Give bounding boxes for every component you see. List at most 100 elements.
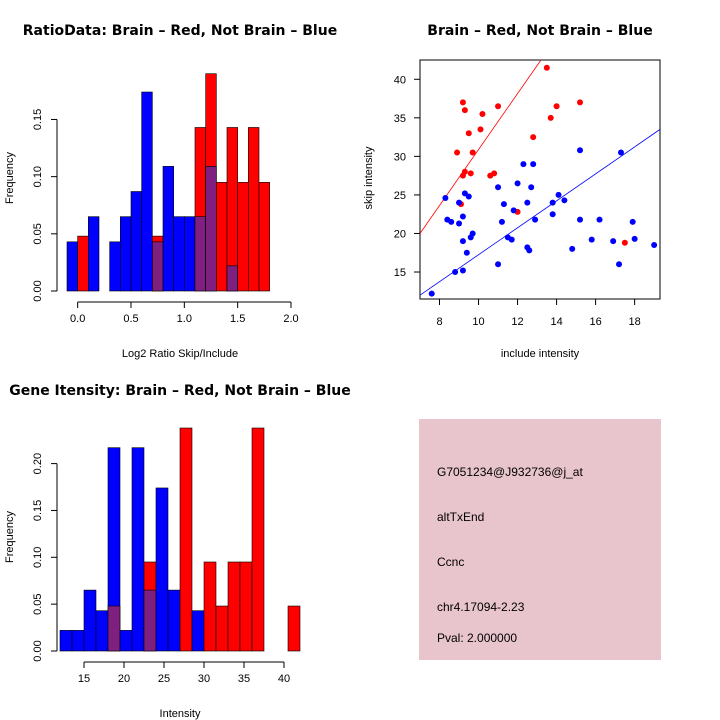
probe-id: G7051234@J932736@j_at [437,465,583,479]
blue-bar-8 [155,487,169,652]
blue-point-29 [508,236,515,243]
blue-point-19 [510,207,517,214]
red-bar-16 [237,182,249,292]
y-tick-label-1: 0.05 [32,593,44,614]
blue-bar-10 [173,216,185,292]
blue-point-40 [617,149,624,156]
gene-intensity-y-axis: 0.00 0.05 0.10 0.15 0.20 [32,453,58,662]
red-point-11 [469,149,476,156]
blue-point-39 [610,238,617,245]
blue-point-24 [524,199,531,206]
blue-point-14 [459,267,466,274]
blue-bar-11 [191,610,205,652]
blue-bar-11 [184,216,196,292]
blue-point-36 [577,147,583,154]
red-point-3 [479,110,486,117]
overlap-bar-13 [205,166,217,292]
blue-point-32 [555,191,562,198]
blue-bar-9 [167,589,181,652]
red-point-8 [477,126,484,133]
scatter-xlabel: include intensity [501,348,580,360]
red-point-16 [459,172,466,179]
blue-point-0 [428,290,435,297]
red-bar-13 [215,605,229,652]
red-point-20 [621,239,628,246]
blue-point-35 [577,216,583,223]
x-tick-label-2: 25 [158,673,170,685]
overlap-bar-12 [194,216,206,292]
blue-bar-5 [120,216,132,292]
blue-bar-6 [130,191,142,292]
gene-intensity-ylabel: Frequency [4,511,16,563]
y-tick-label-1: 20 [394,228,406,240]
scatter-points [428,64,658,297]
blue-bar-4 [109,241,121,292]
blue-point-38 [596,216,603,223]
ratio-histogram-y-axis: 0.00 0.05 0.10 0.15 [32,109,58,302]
gene-symbol: Ccnc [437,555,464,569]
x-tick-label-1: 0.5 [123,313,138,325]
red-point-2 [461,107,468,114]
blue-point-44 [651,242,658,249]
blue-point-13 [452,269,459,276]
blue-point-7 [456,220,463,227]
blue-point-6 [465,193,472,200]
ratio-histogram-xlabel: Log2 Ratio Skip/Include [122,348,238,360]
y-tick-label-0: 15 [394,267,406,279]
ratio-histogram-bars [66,73,270,292]
ratio-histogram: RatioData: Brain – Red, Not Brain – Blue… [4,23,337,360]
blue-point-30 [549,211,556,218]
red-point-9 [547,114,554,121]
x-tick-label-0: 15 [78,673,90,685]
blue-point-25 [532,216,539,223]
ratio-histogram-ylabel: Frequency [4,152,16,204]
y-tick-label-3: 0.15 [32,500,44,521]
red-bar-16 [251,427,265,652]
blue-point-3 [448,218,455,225]
x-tick-label-0: 0.0 [70,313,85,325]
blue-point-31 [549,199,556,206]
x-tick-label-5: 18 [629,316,641,328]
x-tick-label-4: 35 [238,673,250,685]
blue-bar-3 [95,610,109,652]
gene-intensity-histogram: Gene Itensity: Brain – Red, Not Brain – … [4,383,351,720]
y-tick-label-3: 0.15 [32,109,44,130]
p-value: Pval: 2.000000 [437,631,517,645]
red-bar-14 [216,182,228,292]
x-tick-label-2: 1.0 [177,313,192,325]
y-tick-label-3: 30 [394,151,406,163]
blue-point-20 [514,180,521,187]
y-tick-label-4: 35 [394,113,406,125]
blue-point-21 [520,161,527,168]
overlap-bar-4 [107,605,121,652]
blue-point-37 [588,236,595,243]
red-bar-18 [258,182,270,292]
event-type: altTxEnd [437,510,484,524]
y-tick-label-5: 40 [394,74,406,86]
blue-bar-1 [71,630,85,652]
overlap-bar-8 [152,241,164,292]
genomic-location: chr4.17094-2.23 [437,600,525,614]
red-point-1 [459,99,466,106]
scatter-y-axis: 15 20 25 30 35 40 [394,74,420,279]
red-point-12 [530,134,537,141]
blue-point-27 [526,247,533,254]
scatter-ylabel: skip intensity [363,146,375,209]
blue-point-18 [500,201,507,208]
red-bar-19 [287,605,301,652]
y-tick-label-2: 0.10 [32,547,44,568]
blue-bar-2 [88,216,100,292]
blue-point-16 [498,218,505,225]
y-tick-label-2: 25 [394,190,406,202]
blue-bar-2 [83,589,97,652]
overlap-bar-15 [226,265,238,292]
overlap-bar-7 [143,589,157,652]
blue-point-10 [469,230,476,237]
red-point-17 [491,170,498,177]
blue-point-33 [561,197,568,204]
red-point-7 [465,130,472,137]
red-regression-line [419,59,542,234]
x-tick-label-5: 40 [278,673,290,685]
blue-point-12 [463,249,470,256]
red-bar-10 [179,427,193,652]
